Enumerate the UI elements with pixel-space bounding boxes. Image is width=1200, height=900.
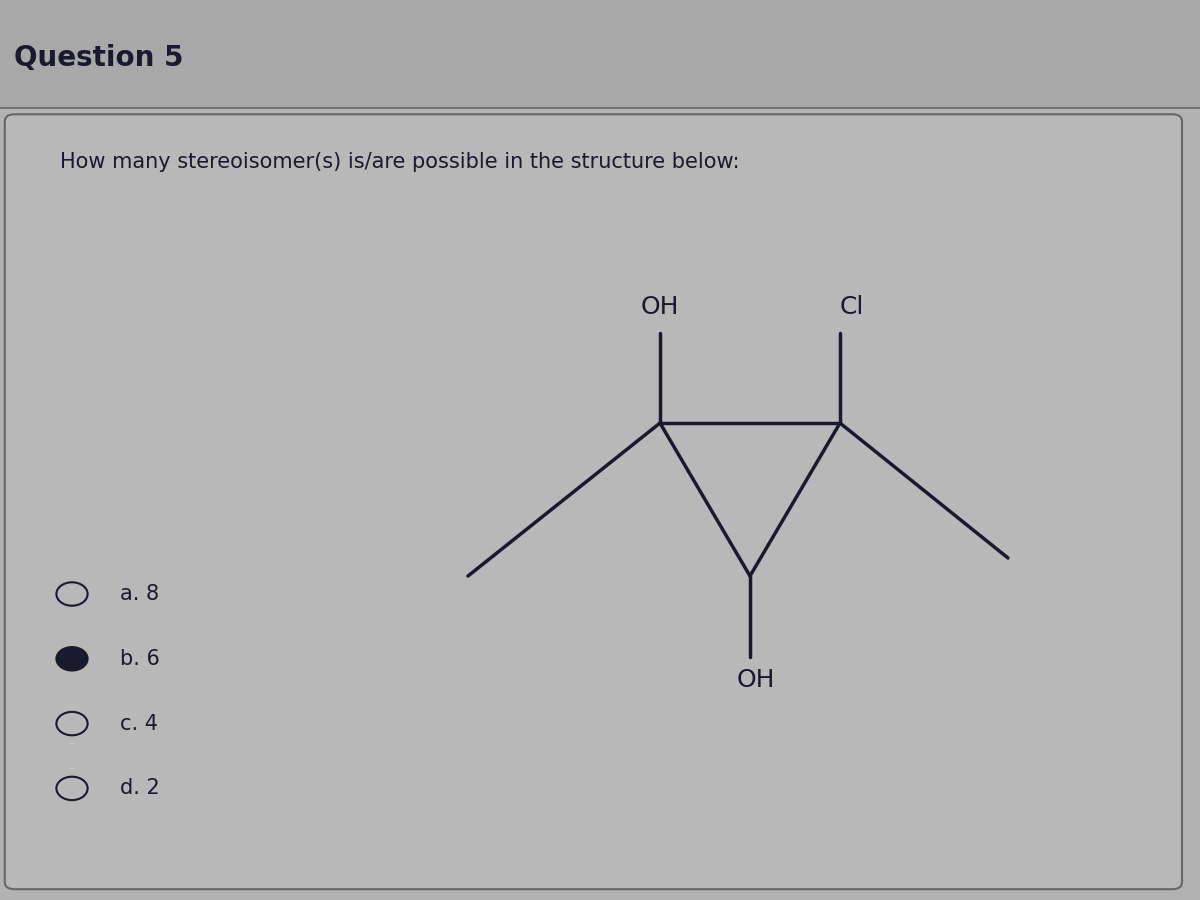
Text: How many stereoisomer(s) is/are possible in the structure below:: How many stereoisomer(s) is/are possible… bbox=[60, 152, 739, 172]
Text: Cl: Cl bbox=[840, 295, 864, 319]
Text: OH: OH bbox=[641, 295, 679, 319]
Bar bbox=[0, 0, 1200, 108]
FancyBboxPatch shape bbox=[5, 114, 1182, 889]
Text: c. 4: c. 4 bbox=[120, 714, 158, 734]
Text: a. 8: a. 8 bbox=[120, 584, 160, 604]
Circle shape bbox=[56, 647, 88, 670]
Text: OH: OH bbox=[737, 668, 775, 692]
Text: d. 2: d. 2 bbox=[120, 778, 160, 798]
Text: Question 5: Question 5 bbox=[14, 44, 184, 73]
Text: b. 6: b. 6 bbox=[120, 649, 160, 669]
